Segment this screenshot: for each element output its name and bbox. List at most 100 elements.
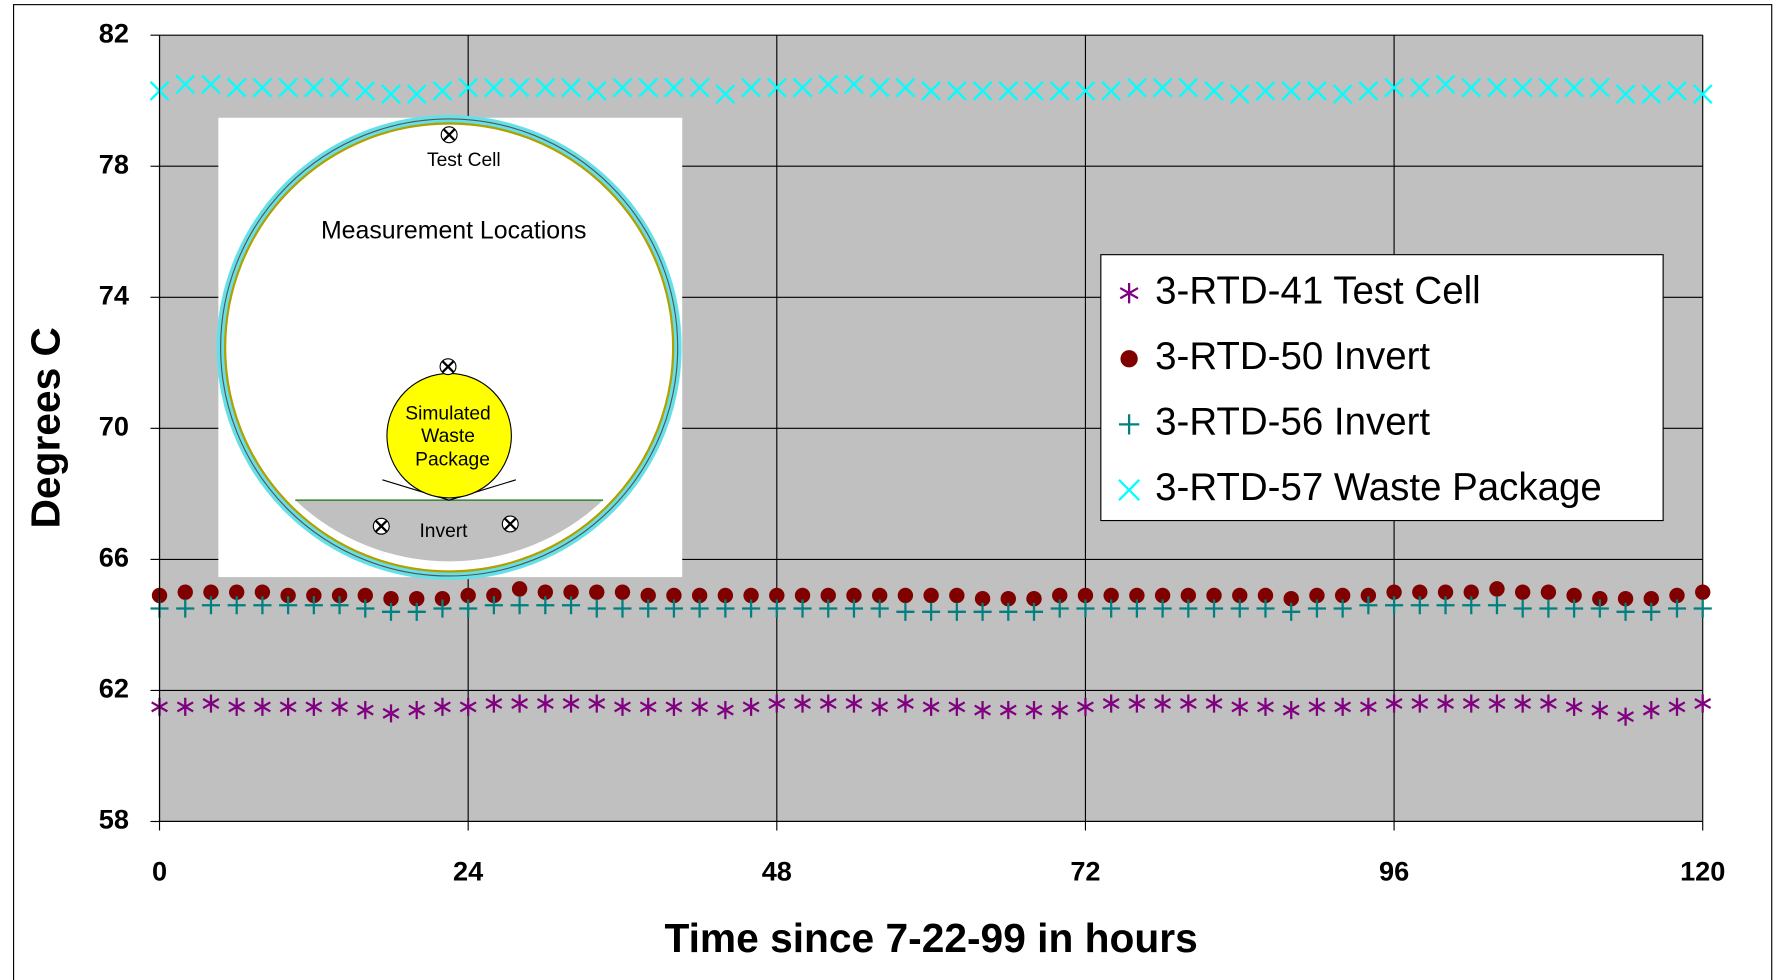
marker xyxy=(716,701,734,720)
marker xyxy=(922,602,941,621)
data-marks xyxy=(149,74,1713,726)
marker xyxy=(1103,587,1119,604)
marker xyxy=(895,77,916,98)
marker xyxy=(588,694,606,713)
marker xyxy=(1051,701,1069,720)
marker xyxy=(973,602,992,621)
marker xyxy=(1333,599,1352,618)
marker xyxy=(1385,596,1404,615)
y-tick-label: 70 xyxy=(99,411,129,442)
sensor-symbols xyxy=(372,126,519,535)
marker xyxy=(896,602,915,621)
marker xyxy=(1565,697,1583,716)
marker xyxy=(1204,81,1224,101)
marker xyxy=(253,697,271,716)
marker xyxy=(561,77,581,98)
marker xyxy=(536,694,554,713)
marker xyxy=(1489,581,1505,597)
marker xyxy=(1412,584,1428,600)
marker xyxy=(562,694,580,713)
marker xyxy=(689,77,710,98)
marker xyxy=(946,81,967,101)
marker xyxy=(1282,701,1300,720)
marker xyxy=(201,74,221,95)
marker xyxy=(792,77,813,98)
marker xyxy=(1359,697,1377,716)
marker xyxy=(1154,587,1171,604)
legend-marker xyxy=(1120,350,1138,368)
marker xyxy=(432,81,453,101)
marker xyxy=(1025,701,1043,720)
marker xyxy=(1153,599,1172,618)
marker xyxy=(304,596,323,615)
marker xyxy=(1591,701,1609,720)
y-tick-label: 82 xyxy=(99,17,129,48)
marker xyxy=(1128,694,1146,713)
marker xyxy=(1589,77,1610,98)
marker xyxy=(330,596,349,615)
marker xyxy=(1564,77,1584,98)
marker xyxy=(331,587,348,604)
inset-label: Test Cell xyxy=(427,150,501,171)
marker xyxy=(640,587,656,604)
marker xyxy=(844,599,864,618)
marker xyxy=(819,694,837,713)
marker xyxy=(175,74,196,95)
marker xyxy=(1050,599,1069,618)
marker xyxy=(1024,81,1044,101)
marker xyxy=(331,697,349,716)
series xyxy=(151,694,1712,726)
marker xyxy=(536,596,555,615)
marker xyxy=(279,697,297,716)
marker xyxy=(612,77,633,98)
marker xyxy=(1024,602,1044,621)
marker xyxy=(280,587,296,604)
marker xyxy=(1538,77,1559,98)
marker xyxy=(1616,602,1635,621)
marker xyxy=(203,584,219,600)
marker xyxy=(1641,84,1662,105)
tunnel-liner xyxy=(224,122,675,573)
legend: 3-RTD-41 Test Cell 3-RTD-50 Invert 3-RTD-5… xyxy=(1100,254,1664,522)
marker xyxy=(1669,587,1685,604)
marker xyxy=(767,599,786,618)
marker xyxy=(949,587,965,604)
marker xyxy=(820,587,836,604)
marker xyxy=(1127,599,1146,618)
marker xyxy=(1307,81,1327,101)
marker xyxy=(484,77,504,98)
marker xyxy=(1566,587,1582,604)
marker xyxy=(433,599,452,618)
marker xyxy=(870,599,889,618)
marker xyxy=(1231,697,1249,716)
marker xyxy=(794,587,811,604)
marker xyxy=(227,596,246,615)
marker xyxy=(1000,591,1016,607)
marker xyxy=(460,587,476,604)
marker xyxy=(228,584,245,600)
marker xyxy=(305,697,323,716)
marker xyxy=(1514,584,1531,600)
marker xyxy=(639,599,658,618)
marker xyxy=(509,77,530,98)
marker xyxy=(1257,587,1274,604)
legend-box xyxy=(1100,254,1664,522)
x-tick-label: 72 xyxy=(1070,856,1100,887)
marker xyxy=(999,701,1017,720)
marker xyxy=(921,81,941,101)
marker xyxy=(691,697,709,716)
marker xyxy=(1179,694,1197,713)
marker xyxy=(716,599,735,618)
marker xyxy=(303,77,324,98)
inset-diagram: Test Cell Measurement Locations Simulate… xyxy=(216,114,683,580)
y-tick-label: 74 xyxy=(99,279,129,310)
marker xyxy=(1540,584,1557,600)
marker xyxy=(715,84,736,105)
marker xyxy=(1692,84,1713,105)
marker xyxy=(1461,77,1482,98)
marker xyxy=(1513,599,1532,618)
marker xyxy=(1307,599,1326,618)
marker xyxy=(768,694,786,713)
marker xyxy=(845,694,863,713)
marker xyxy=(1462,694,1480,713)
